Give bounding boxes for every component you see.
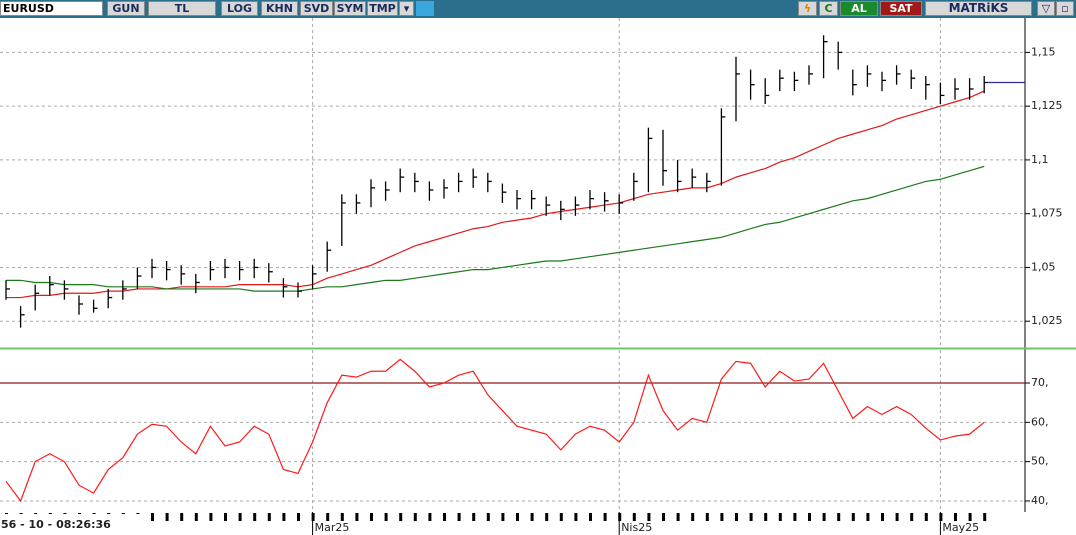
- button[interactable]: LOG: [221, 1, 258, 16]
- category-tick: [501, 513, 505, 521]
- y-tick-label: 1,1: [1031, 153, 1049, 166]
- category-tick: [267, 513, 271, 521]
- line-series: [6, 90, 985, 299]
- category-tick: [253, 513, 257, 521]
- y-tick-label: 1,05: [1031, 260, 1056, 273]
- category-tick: [209, 513, 213, 521]
- category-tick: [516, 513, 519, 521]
- category-tick: [428, 513, 432, 521]
- category-tick: [413, 513, 417, 521]
- refresh-button[interactable]: C: [819, 1, 838, 16]
- category-tick: [326, 513, 330, 521]
- category-tick: [486, 513, 490, 521]
- category-tick: [384, 513, 388, 521]
- category-tick: [822, 513, 826, 521]
- category-tick: [735, 513, 738, 521]
- category-tick: [589, 513, 592, 521]
- category-tick: [968, 513, 972, 521]
- category-tick: [355, 513, 359, 521]
- button[interactable]: GUN: [107, 1, 145, 16]
- category-tick: [180, 513, 184, 521]
- category-tick: [340, 513, 344, 521]
- category-tick: [370, 513, 373, 521]
- x-tick-label: May25: [942, 521, 979, 534]
- category-tick: [603, 513, 607, 521]
- category-tick: [647, 513, 651, 521]
- category-tick: [764, 513, 768, 521]
- category-tick: [720, 513, 724, 521]
- category-tick: [472, 513, 476, 521]
- category-tick: [983, 513, 987, 521]
- category-tick: [545, 513, 549, 521]
- y-tick-label: 40,: [1031, 494, 1049, 507]
- x-tick-label: Mar25: [315, 521, 350, 534]
- category-tick: [151, 513, 154, 521]
- symbol-input[interactable]: EURUSD: [0, 1, 103, 16]
- category-tick: [530, 513, 534, 521]
- category-tick: [282, 513, 286, 521]
- category-tick: [443, 513, 446, 521]
- category-tick: [676, 513, 680, 521]
- time-axis: [0, 512, 1076, 535]
- category-tick: [297, 513, 300, 521]
- button[interactable]: TL: [148, 1, 216, 16]
- category-tick: [749, 513, 753, 521]
- toolbar: EURUSD GUN TL LOG KHN SVD SYM TMP ▾ ϟ C …: [0, 0, 1076, 18]
- category-tick: [632, 513, 636, 521]
- button[interactable]: TMP: [367, 1, 398, 16]
- buy-button[interactable]: AL: [840, 1, 878, 16]
- clock: 56 - 10 - 08:26:36: [1, 518, 111, 531]
- category-tick: [910, 513, 914, 521]
- category-tick: [705, 513, 709, 521]
- category-tick: [793, 513, 797, 521]
- category-tick: [808, 513, 811, 521]
- window-button[interactable]: ▫: [1056, 1, 1074, 16]
- category-tick: [954, 513, 957, 521]
- button[interactable]: KHN: [261, 1, 298, 16]
- y-tick-label: 1,075: [1031, 207, 1063, 220]
- y-tick-label: 50,: [1031, 455, 1049, 468]
- clock-bg: [0, 514, 145, 534]
- category-tick: [399, 513, 403, 521]
- x-tick-label: Nis25: [621, 521, 652, 534]
- category-tick: [457, 513, 461, 521]
- sell-button[interactable]: SAT: [880, 1, 922, 16]
- category-tick: [895, 513, 899, 521]
- category-tick: [194, 513, 198, 521]
- alert-icon[interactable]: ϟ: [798, 1, 817, 16]
- y-tick-label: 60,: [1031, 415, 1049, 428]
- category-tick: [224, 513, 227, 521]
- window-button[interactable]: ▽: [1037, 1, 1055, 16]
- y-tick-label: 1,15: [1031, 45, 1056, 58]
- category-tick: [837, 513, 841, 521]
- category-tick: [165, 513, 169, 521]
- y-tick-label: 70,: [1031, 376, 1049, 389]
- category-tick: [691, 513, 695, 521]
- category-tick: [559, 513, 563, 521]
- twitter-icon[interactable]: [416, 1, 434, 16]
- brand: MATRiKS: [925, 1, 1032, 16]
- chart: 1,025 1,05 1,075 1,1 1,125 1,15 40, 50, 60, 70, Ma…: [0, 18, 1076, 535]
- line-series: [6, 165, 985, 292]
- line-series: [5, 358, 985, 503]
- button[interactable]: SYM: [334, 1, 366, 16]
- category-tick: [866, 513, 870, 521]
- category-tick: [662, 513, 665, 521]
- category-tick: [881, 513, 884, 521]
- category-tick: [924, 513, 928, 521]
- category-tick: [574, 513, 578, 521]
- y-tick-label: 1,025: [1031, 314, 1063, 327]
- category-tick: [851, 513, 855, 521]
- axis-area: [1025, 18, 1076, 535]
- y-tick-label: 1,125: [1031, 99, 1063, 112]
- button[interactable]: SVD: [300, 1, 333, 16]
- category-tick: [238, 513, 242, 521]
- category-tick: [778, 513, 782, 521]
- dropdown[interactable]: ▾: [399, 1, 414, 16]
